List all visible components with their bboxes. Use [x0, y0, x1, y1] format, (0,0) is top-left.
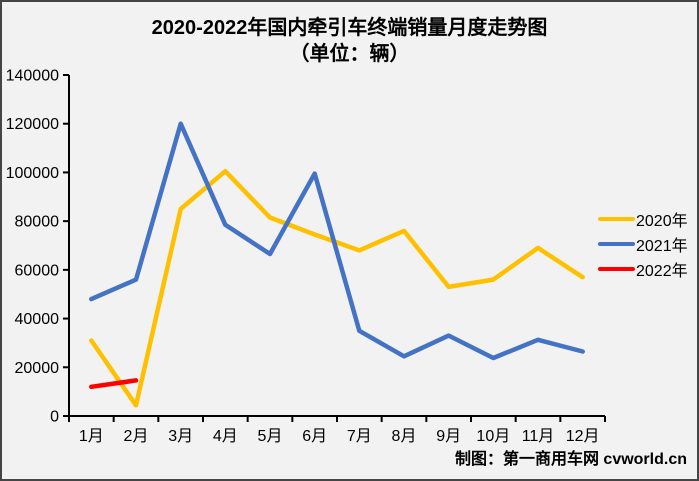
x-axis-label: 7月 [347, 428, 372, 445]
y-axis-label: 60000 [15, 262, 60, 279]
legend-item-2020年: 2020年 [598, 206, 697, 231]
series-line-2022年 [89, 378, 139, 390]
series-line-2020年 [89, 168, 585, 408]
x-axis-label: 8月 [392, 428, 417, 445]
y-axis-label: 0 [50, 409, 59, 426]
x-axis-label: 6月 [302, 428, 327, 445]
y-axis-label: 140000 [6, 68, 59, 85]
legend-item-2022年: 2022年 [598, 256, 697, 281]
legend-label-2022年: 2022年 [636, 262, 688, 280]
x-axis-label: 4月 [213, 428, 238, 445]
x-axis-label: 5月 [258, 428, 283, 445]
x-axis-label: 2月 [124, 428, 149, 445]
x-axis-label: 9月 [436, 428, 461, 445]
footer-credit: 制图：第一商用车网 cvworld.cn [454, 451, 687, 468]
legend: 2020年 2021年 2022年 [598, 206, 697, 281]
legend-label-2021年: 2021年 [636, 237, 688, 255]
legend-swatch-2021年 [598, 241, 635, 246]
y-axis-label: 100000 [6, 165, 59, 182]
chart-title: 2020-2022年国内牵引车终端销量月度走势图 [151, 17, 548, 39]
y-axis-label: 20000 [15, 360, 60, 377]
legend-swatch-2020年 [598, 216, 635, 221]
chart-subtitle: （单位：辆） [289, 43, 410, 65]
x-axis-label: 10月 [476, 428, 510, 445]
y-axis-label: 80000 [15, 214, 60, 231]
y-axis-label: 120000 [6, 116, 59, 133]
x-axis-label: 3月 [168, 428, 193, 445]
legend-item-2021年: 2021年 [598, 231, 697, 256]
x-axis-label: 1月 [79, 428, 104, 445]
x-axis-label: 11月 [522, 428, 555, 445]
legend-swatch-2022年 [598, 266, 635, 271]
series-line-2021年 [89, 121, 585, 361]
y-axis-label: 40000 [15, 311, 60, 328]
x-axis-label: 12月 [566, 428, 600, 445]
chart-title-block: 2020-2022年国内牵引车终端销量月度走势图 （单位：辆） [2, 15, 697, 67]
legend-label-2020年: 2020年 [636, 212, 688, 230]
